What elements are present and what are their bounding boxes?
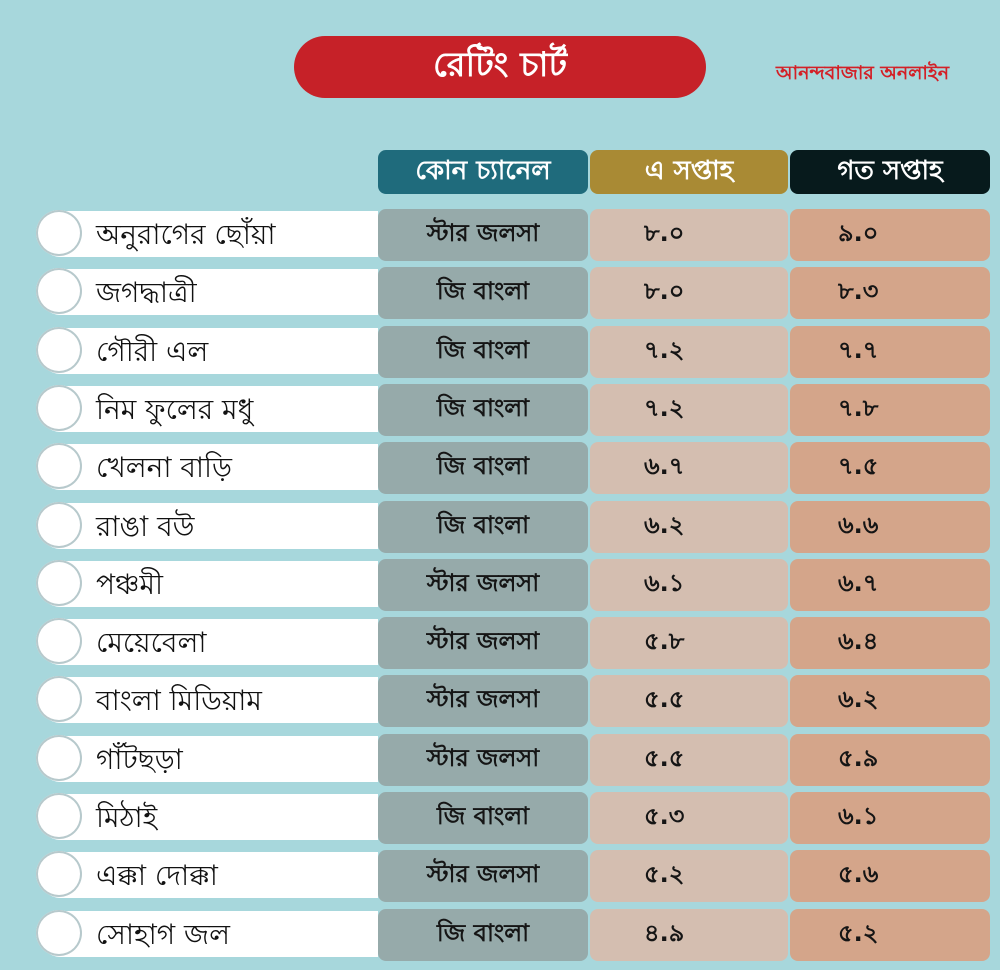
row-bullet-circle bbox=[36, 676, 82, 722]
name-bar bbox=[38, 852, 378, 898]
last-week-rating-cell: ৭.৫ bbox=[790, 442, 990, 494]
last-week-rating-cell: ৫.৯ bbox=[790, 734, 990, 786]
this-week-rating-cell: ৭.২ bbox=[590, 384, 788, 436]
last-week-rating-cell: ৬.৭ bbox=[790, 559, 990, 611]
this-week-rating-cell: ৮.০ bbox=[590, 209, 788, 261]
channel-cell: জি বাংলা bbox=[378, 442, 588, 494]
name-bar bbox=[38, 444, 378, 490]
name-bar bbox=[38, 386, 378, 432]
last-week-rating-cell: ৬.১ bbox=[790, 792, 990, 844]
name-bar bbox=[38, 211, 378, 257]
table-row: এক্কা দোক্কা স্টার জলসা ৫.২ ৫.৬ bbox=[0, 850, 1000, 902]
last-week-rating-cell: ৭.৭ bbox=[790, 326, 990, 378]
last-week-rating-cell: ৫.২ bbox=[790, 909, 990, 961]
table-row: সোহাগ জল জি বাংলা ৪.৯ ৫.২ bbox=[0, 909, 1000, 961]
channel-cell: জি বাংলা bbox=[378, 326, 588, 378]
serial-name: রাঙা বউ bbox=[96, 510, 195, 543]
last-week-rating-cell: ৬.৬ bbox=[790, 501, 990, 553]
table-row: গৌরী এল জি বাংলা ৭.২ ৭.৭ bbox=[0, 326, 1000, 378]
name-bar bbox=[38, 328, 378, 374]
channel-cell: জি বাংলা bbox=[378, 384, 588, 436]
this-week-rating-cell: ৫.২ bbox=[590, 850, 788, 902]
row-bullet-circle bbox=[36, 268, 82, 314]
table-row: জগদ্ধাত্রী জি বাংলা ৮.০ ৮.৩ bbox=[0, 267, 1000, 319]
channel-cell: স্টার জলসা bbox=[378, 559, 588, 611]
last-week-rating-cell: ৫.৬ bbox=[790, 850, 990, 902]
channel-cell: জি বাংলা bbox=[378, 792, 588, 844]
this-week-rating-cell: ৫.৩ bbox=[590, 792, 788, 844]
serial-name: গৌরী এল bbox=[96, 335, 209, 368]
row-bullet-circle bbox=[36, 735, 82, 781]
table-row: নিম ফুলের মধু জি বাংলা ৭.২ ৭.৮ bbox=[0, 384, 1000, 436]
last-week-rating-cell: ৯.০ bbox=[790, 209, 990, 261]
row-bullet-circle bbox=[36, 210, 82, 256]
name-bar bbox=[38, 619, 378, 665]
this-week-rating-cell: ৬.১ bbox=[590, 559, 788, 611]
table-row: বাংলা মিডিয়াম স্টার জলসা ৫.৫ ৬.২ bbox=[0, 675, 1000, 727]
serial-name: এক্কা দোক্কা bbox=[96, 859, 218, 892]
last-week-rating-cell: ৬.৪ bbox=[790, 617, 990, 669]
serial-name: পঞ্চমী bbox=[96, 568, 164, 601]
channel-cell: স্টার জলসা bbox=[378, 617, 588, 669]
table-row: পঞ্চমী স্টার জলসা ৬.১ ৬.৭ bbox=[0, 559, 1000, 611]
table-row: রাঙা বউ জি বাংলা ৬.২ ৬.৬ bbox=[0, 501, 1000, 553]
row-bullet-circle bbox=[36, 793, 82, 839]
serial-name: বাংলা মিডিয়াম bbox=[96, 684, 262, 717]
serial-name: অনুরাগের ছোঁয়া bbox=[96, 218, 276, 251]
serial-name: সোহাগ জল bbox=[96, 918, 230, 951]
row-bullet-circle bbox=[36, 327, 82, 373]
channel-cell: জি বাংলা bbox=[378, 501, 588, 553]
this-week-rating-cell: ৫.৫ bbox=[590, 675, 788, 727]
row-bullet-circle bbox=[36, 443, 82, 489]
name-bar bbox=[38, 794, 378, 840]
serial-name: নিম ফুলের মধু bbox=[96, 393, 254, 426]
serial-name: মিঠাই bbox=[96, 801, 158, 834]
name-bar bbox=[38, 269, 378, 315]
brand-logo-text: আনন্দবাজার অনলাইন bbox=[776, 62, 950, 84]
column-header-channel: কোন চ্যানেল bbox=[378, 150, 588, 194]
column-header-this-week: এ সপ্তাহ bbox=[590, 150, 788, 194]
channel-cell: জি বাংলা bbox=[378, 267, 588, 319]
row-bullet-circle bbox=[36, 618, 82, 664]
name-bar bbox=[38, 911, 378, 957]
serial-name: গাঁটছড়া bbox=[96, 743, 183, 776]
this-week-rating-cell: ৮.০ bbox=[590, 267, 788, 319]
row-bullet-circle bbox=[36, 910, 82, 956]
channel-cell: স্টার জলসা bbox=[378, 675, 588, 727]
channel-cell: স্টার জলসা bbox=[378, 850, 588, 902]
last-week-rating-cell: ৬.২ bbox=[790, 675, 990, 727]
row-bullet-circle bbox=[36, 560, 82, 606]
last-week-rating-cell: ৭.৮ bbox=[790, 384, 990, 436]
table-row: খেলনা বাড়ি জি বাংলা ৬.৭ ৭.৫ bbox=[0, 442, 1000, 494]
chart-title: রেটিং চার্ট bbox=[294, 36, 706, 98]
name-bar bbox=[38, 736, 378, 782]
name-bar bbox=[38, 677, 378, 723]
table-row: মিঠাই জি বাংলা ৫.৩ ৬.১ bbox=[0, 792, 1000, 844]
row-bullet-circle bbox=[36, 851, 82, 897]
row-bullet-circle bbox=[36, 385, 82, 431]
table-row: গাঁটছড়া স্টার জলসা ৫.৫ ৫.৯ bbox=[0, 734, 1000, 786]
table-row: অনুরাগের ছোঁয়া স্টার জলসা ৮.০ ৯.০ bbox=[0, 209, 1000, 261]
this-week-rating-cell: ৫.৫ bbox=[590, 734, 788, 786]
serial-name: জগদ্ধাত্রী bbox=[96, 276, 197, 309]
last-week-rating-cell: ৮.৩ bbox=[790, 267, 990, 319]
name-bar bbox=[38, 503, 378, 549]
table-row: মেয়েবেলা স্টার জলসা ৫.৮ ৬.৪ bbox=[0, 617, 1000, 669]
column-header-last-week: গত সপ্তাহ bbox=[790, 150, 990, 194]
channel-cell: জি বাংলা bbox=[378, 909, 588, 961]
this-week-rating-cell: ৫.৮ bbox=[590, 617, 788, 669]
name-bar bbox=[38, 561, 378, 607]
serial-name: খেলনা বাড়ি bbox=[96, 451, 233, 484]
this-week-rating-cell: ৪.৯ bbox=[590, 909, 788, 961]
this-week-rating-cell: ৬.৭ bbox=[590, 442, 788, 494]
channel-cell: স্টার জলসা bbox=[378, 209, 588, 261]
channel-cell: স্টার জলসা bbox=[378, 734, 588, 786]
serial-name: মেয়েবেলা bbox=[96, 626, 207, 659]
this-week-rating-cell: ৬.২ bbox=[590, 501, 788, 553]
row-bullet-circle bbox=[36, 502, 82, 548]
this-week-rating-cell: ৭.২ bbox=[590, 326, 788, 378]
